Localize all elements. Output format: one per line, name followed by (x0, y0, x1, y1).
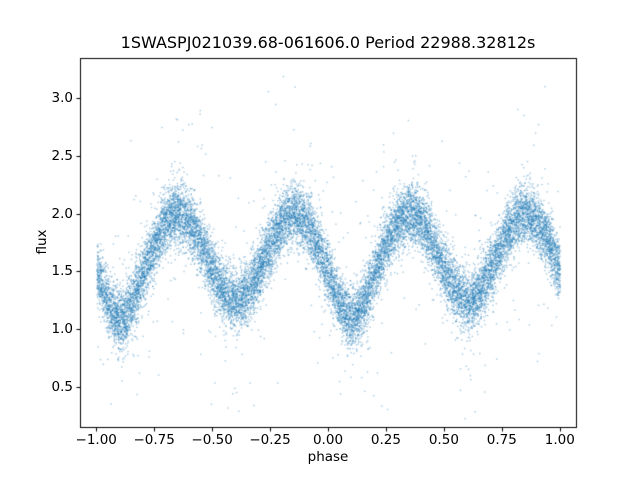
x-tick-label: −1.00 (75, 432, 117, 448)
x-tick-label: −0.50 (191, 432, 233, 448)
y-tick-label: 2.0 (51, 205, 73, 222)
x-tick-label: 0.25 (370, 432, 401, 448)
x-tick-label: −0.75 (133, 432, 175, 448)
y-tick-label: 1.0 (51, 321, 73, 338)
x-tick-label: 0.75 (486, 432, 517, 448)
y-tick-label: 3.0 (51, 89, 73, 106)
plot-title: 1SWASPJ021039.68-061606.0 Period 22988.3… (120, 33, 536, 52)
x-tick-label: 0.50 (428, 432, 459, 448)
x-tick-label: 1.00 (544, 432, 575, 448)
x-tick-label: −0.25 (249, 432, 291, 448)
y-axis-label: flux (34, 229, 50, 255)
x-tick-label: 0.00 (312, 432, 344, 448)
y-tick-label: 2.5 (51, 147, 73, 164)
y-tick-label: 1.5 (51, 263, 73, 280)
x-axis-label: phase (307, 449, 349, 465)
y-tick-label: 0.5 (51, 379, 73, 396)
